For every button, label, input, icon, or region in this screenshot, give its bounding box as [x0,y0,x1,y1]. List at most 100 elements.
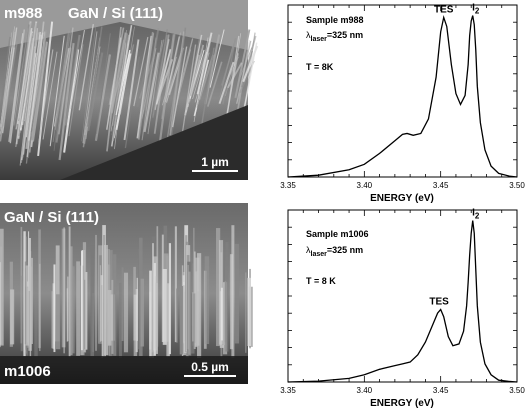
sem-column [20,275,23,352]
sem-streak [2,41,18,127]
sem-column [70,246,73,356]
sem-streak [169,31,186,136]
sem-column [245,272,247,353]
info-laser-sub: laser [311,36,328,43]
sem-column [231,225,235,358]
sem-column [113,254,117,356]
sem-streak [78,24,94,111]
peak-label-tes: TES [429,296,449,307]
sem-column [23,231,26,357]
sem-column [81,251,83,351]
sem-column [247,277,251,347]
sem-streak [25,31,41,138]
sem-streak [106,26,122,152]
peak-label-tes: TES [434,4,454,15]
peak-label-main: TES [434,4,454,15]
sem-streak [18,37,35,119]
info-temperature: T = 8 K [306,276,336,286]
sem-streak [158,34,175,144]
sem-streak [166,59,181,103]
sem-column [121,267,124,341]
sem-streak [219,40,235,98]
sem-streak [199,47,215,136]
sem-column [194,293,197,343]
sem-streak [16,27,33,124]
info-laser: λlaser=325 nm [306,30,363,43]
peak-label-main: I [472,3,475,14]
sem-streak [186,34,203,108]
peak-label-i2: I2 [472,208,480,221]
sem-column [216,228,221,347]
sem-column [92,292,94,353]
sem-column [179,286,184,355]
sem-column [76,261,81,356]
x-tick-label: 3.50 [509,386,525,395]
sem-streak [81,26,97,142]
sem-streak [176,49,192,105]
sem-streak [196,32,213,95]
sem-column [138,248,140,350]
x-axis-label: ENERGY (eV) [370,193,434,204]
sem-streak [152,34,168,118]
sem-column [234,243,240,344]
sem-streak [58,43,75,161]
sem-column [107,290,112,346]
sem-streak [82,31,98,144]
pl-spectrum-chart-m988: 3.35 3.40 3.45 3.50 Sample m988 λlaser=325 … [280,3,525,204]
sem-streak [198,54,215,100]
info-sample: Sample m1006 [306,229,369,239]
sem-column [168,243,172,355]
sem-streak [94,54,112,141]
info-laser-sub: laser [311,251,328,258]
sem-streak [8,33,24,142]
sem-column [68,226,71,358]
sem-streak [0,31,17,128]
sem-streak [87,52,104,131]
sem-column [153,263,156,356]
sem-streak [206,61,223,107]
sem-streak [68,44,84,137]
sem-column [204,256,210,345]
sem-streak [137,31,154,140]
x-tick-label: 3.45 [433,386,449,395]
sem-streak [123,39,140,141]
sem-streak [178,38,194,93]
sem-streak [31,29,48,141]
scale-bar-label: 1 µm [201,155,229,169]
info-temperature: T = 8K [306,62,334,72]
sem-streak [87,26,103,127]
info-laser-symbol: λ [306,30,311,40]
sem-column [136,277,138,341]
sem-streak [69,29,85,110]
x-tick-labels: 3.35 3.40 3.45 3.50 [280,181,525,190]
sem-streak [49,35,65,147]
sem-column [166,283,170,357]
sem-streak [196,39,212,108]
plot-frame [287,4,518,178]
sem-streak [28,32,44,141]
info-laser-symbol: λ [306,245,311,255]
peak-labels: TES I2 [434,3,480,16]
sem-streak [63,49,80,153]
x-tick-label: 3.40 [357,386,373,395]
sem-streak [226,62,243,89]
scale-bar-label: 0.5 µm [191,360,229,374]
sem-column [152,243,154,358]
sem-column [55,294,61,350]
sem-streak [116,24,133,110]
sem-streak [234,29,251,99]
x-tick-label: 3.35 [280,386,296,395]
sem-streak [58,27,74,135]
sem-streak [143,28,160,111]
sem-column [193,227,195,349]
sem-column [176,288,178,343]
sem-column [192,292,194,342]
peak-label-main: TES [429,296,449,307]
sem-column [149,270,152,358]
sem-material-label: GaN / Si (111) [68,5,163,22]
sem-streak [38,49,54,143]
sem-column [66,288,69,342]
sem-streak [166,51,183,139]
sem-column [0,262,1,348]
sem-sample-label: m1006 [4,363,51,380]
